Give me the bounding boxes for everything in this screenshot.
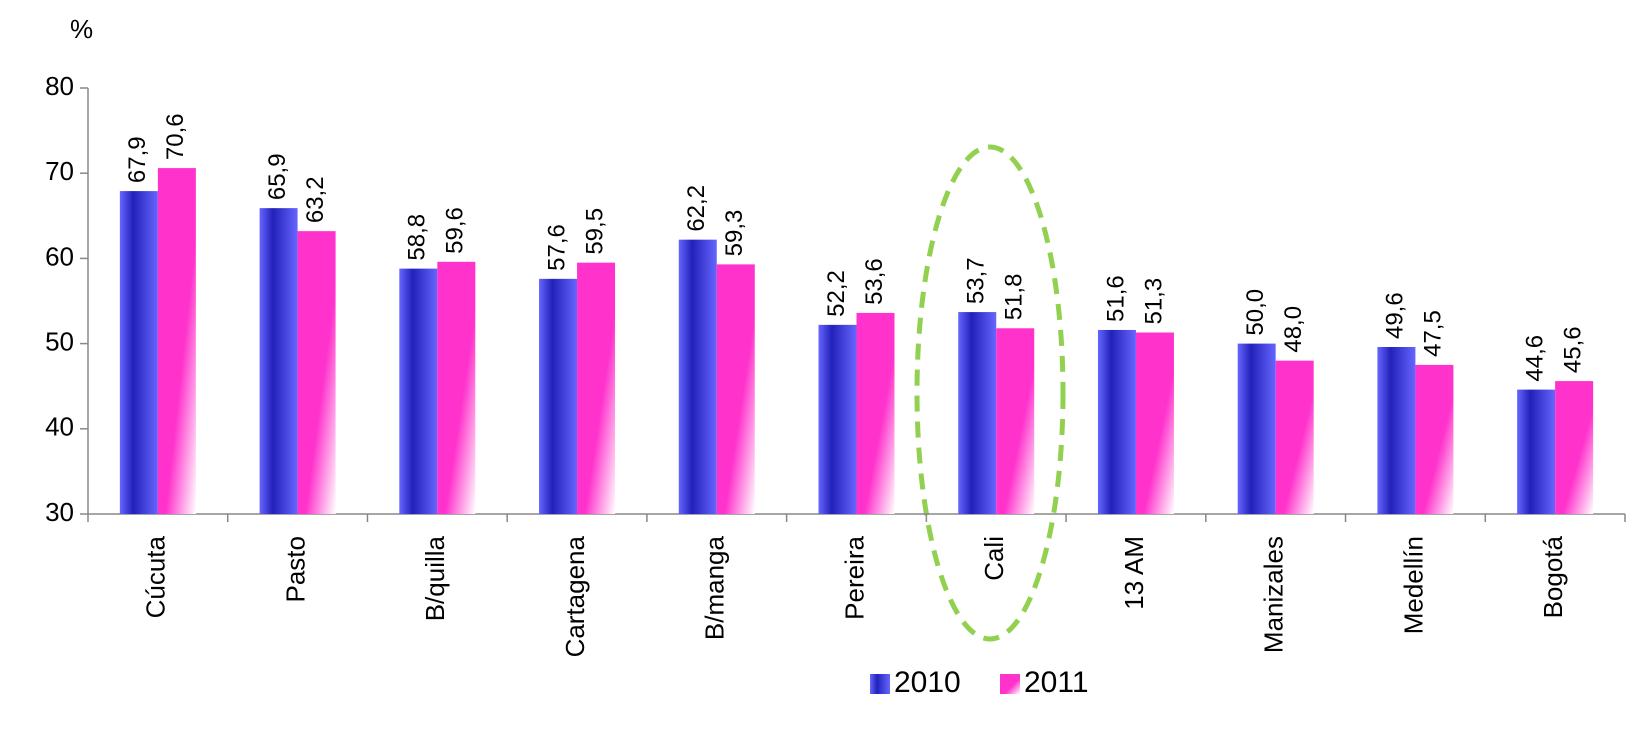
x-tick-label: Pereira: [839, 535, 869, 619]
value-label: 47,5: [1420, 310, 1447, 357]
y-axis-label: %: [70, 14, 93, 44]
legend-swatch: [1000, 674, 1020, 694]
highlight-ellipse: [914, 144, 1066, 642]
bar: [996, 328, 1035, 514]
value-label: 51,8: [1001, 274, 1028, 321]
x-tick-label: Pasto: [280, 536, 310, 603]
y-tick-label: 70: [45, 156, 74, 186]
x-tick-label: Bogotá: [1538, 535, 1568, 618]
value-label: 70,6: [162, 113, 189, 160]
bar: [399, 268, 438, 514]
value-label: 65,9: [264, 153, 291, 200]
x-tick-label: 13 AM: [1119, 536, 1149, 610]
value-label: 67,9: [124, 136, 151, 183]
value-label: 59,6: [442, 207, 469, 254]
legend-label: 2011: [1024, 666, 1089, 699]
value-label: 53,6: [861, 258, 888, 305]
bar: [1097, 329, 1136, 514]
bar: [1135, 332, 1174, 514]
bar: [818, 324, 857, 514]
x-tick-label: Cúcuta: [141, 535, 171, 618]
bar: [716, 264, 755, 514]
x-tick-label: Manizales: [1259, 536, 1289, 653]
bar: [577, 262, 616, 514]
bar: [1237, 343, 1276, 514]
value-label: 51,3: [1140, 278, 1167, 325]
bar: [1275, 360, 1314, 514]
x-tick-label: B/manga: [700, 535, 730, 640]
bar: [437, 261, 476, 514]
value-label: 59,3: [721, 210, 748, 257]
bar: [157, 168, 196, 514]
value-label: 48,0: [1280, 306, 1307, 353]
value-label: 53,7: [963, 257, 990, 304]
bar: [297, 231, 336, 515]
y-tick-label: 40: [45, 412, 74, 442]
bar: [539, 278, 578, 514]
bar: [1555, 381, 1594, 514]
bar: [856, 312, 895, 514]
bar: [1377, 347, 1416, 514]
y-tick-label: 60: [45, 241, 74, 271]
value-label: 52,2: [823, 270, 850, 317]
value-label: 58,8: [404, 214, 431, 261]
value-label: 62,2: [683, 185, 710, 232]
value-label: 50,0: [1242, 289, 1269, 336]
x-tick-label: Cali: [979, 536, 1009, 581]
bar: [678, 239, 717, 514]
bar: [119, 191, 158, 515]
y-tick-label: 80: [45, 71, 74, 101]
y-tick-label: 30: [45, 497, 74, 527]
legend-swatch: [870, 674, 890, 694]
bar: [1517, 389, 1556, 514]
value-label: 57,6: [543, 224, 570, 271]
value-label: 59,5: [581, 208, 608, 255]
x-tick-label: B/quilla: [420, 535, 450, 621]
y-tick-label: 50: [45, 326, 74, 356]
x-tick-label: Cartagena: [560, 535, 590, 657]
value-label: 63,2: [302, 176, 329, 223]
value-label: 44,6: [1521, 335, 1548, 382]
value-label: 49,6: [1382, 292, 1409, 339]
value-label: 51,6: [1102, 275, 1129, 322]
legend-label: 2010: [894, 666, 961, 699]
value-label: 45,6: [1559, 326, 1586, 373]
x-tick-label: Medellín: [1398, 536, 1428, 634]
bar: [958, 312, 997, 514]
bar: [259, 208, 298, 514]
bar: [1415, 364, 1454, 514]
